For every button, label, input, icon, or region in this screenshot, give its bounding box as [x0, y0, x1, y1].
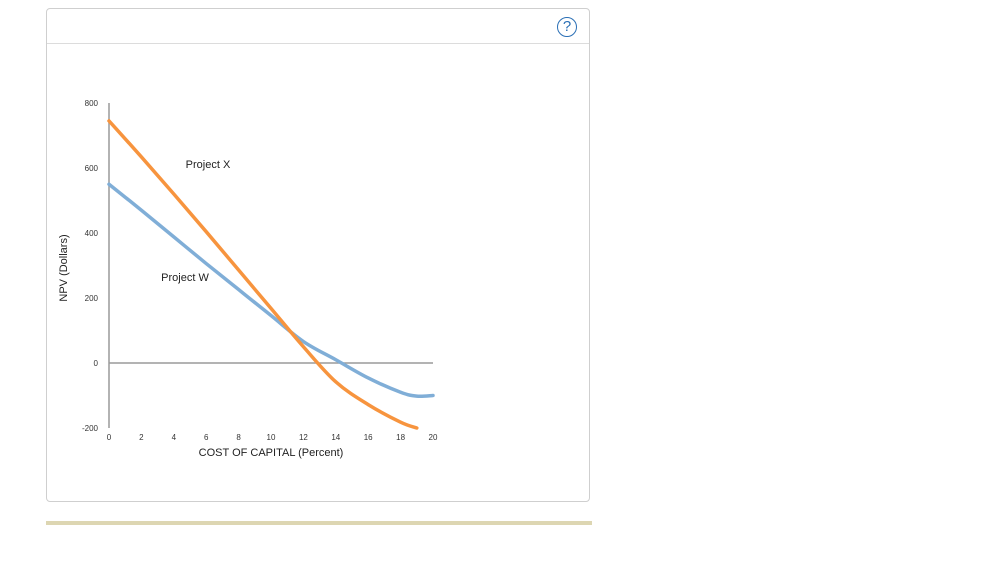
y-tick-label: 0 — [94, 359, 99, 368]
help-icon: ? — [562, 18, 572, 35]
x-tick-label: 16 — [364, 433, 373, 442]
x-tick-label: 4 — [172, 433, 177, 442]
help-button[interactable]: ? — [557, 17, 577, 37]
y-tick-label: 800 — [85, 99, 99, 108]
x-tick-label: 2 — [139, 433, 144, 442]
x-tick-label: 12 — [299, 433, 308, 442]
y-tick-label: 200 — [85, 294, 99, 303]
y-tick-label: 400 — [85, 229, 99, 238]
x-axis-label: COST OF CAPITAL (Percent) — [199, 447, 344, 459]
y-tick-label: -200 — [82, 424, 99, 433]
x-tick-label: 20 — [429, 433, 438, 442]
project-x-curve — [107, 119, 419, 430]
panel-header — [47, 9, 589, 44]
x-tick-label: 10 — [267, 433, 276, 442]
y-axis-label: NPV (Dollars) — [58, 234, 70, 301]
x-tick-label: 14 — [331, 433, 340, 442]
x-tick-label: 18 — [396, 433, 405, 442]
x-tick-label: 0 — [107, 433, 112, 442]
x-tick-label: 8 — [236, 433, 241, 442]
project-w-curve — [107, 182, 435, 399]
y-tick-label: 600 — [85, 164, 99, 173]
chart-panel: ? — [46, 8, 590, 502]
project-w-label: Project W — [161, 272, 209, 284]
bottom-divider — [46, 521, 592, 525]
x-tick-label: 6 — [204, 433, 209, 442]
project-x-label: Project X — [186, 159, 231, 171]
